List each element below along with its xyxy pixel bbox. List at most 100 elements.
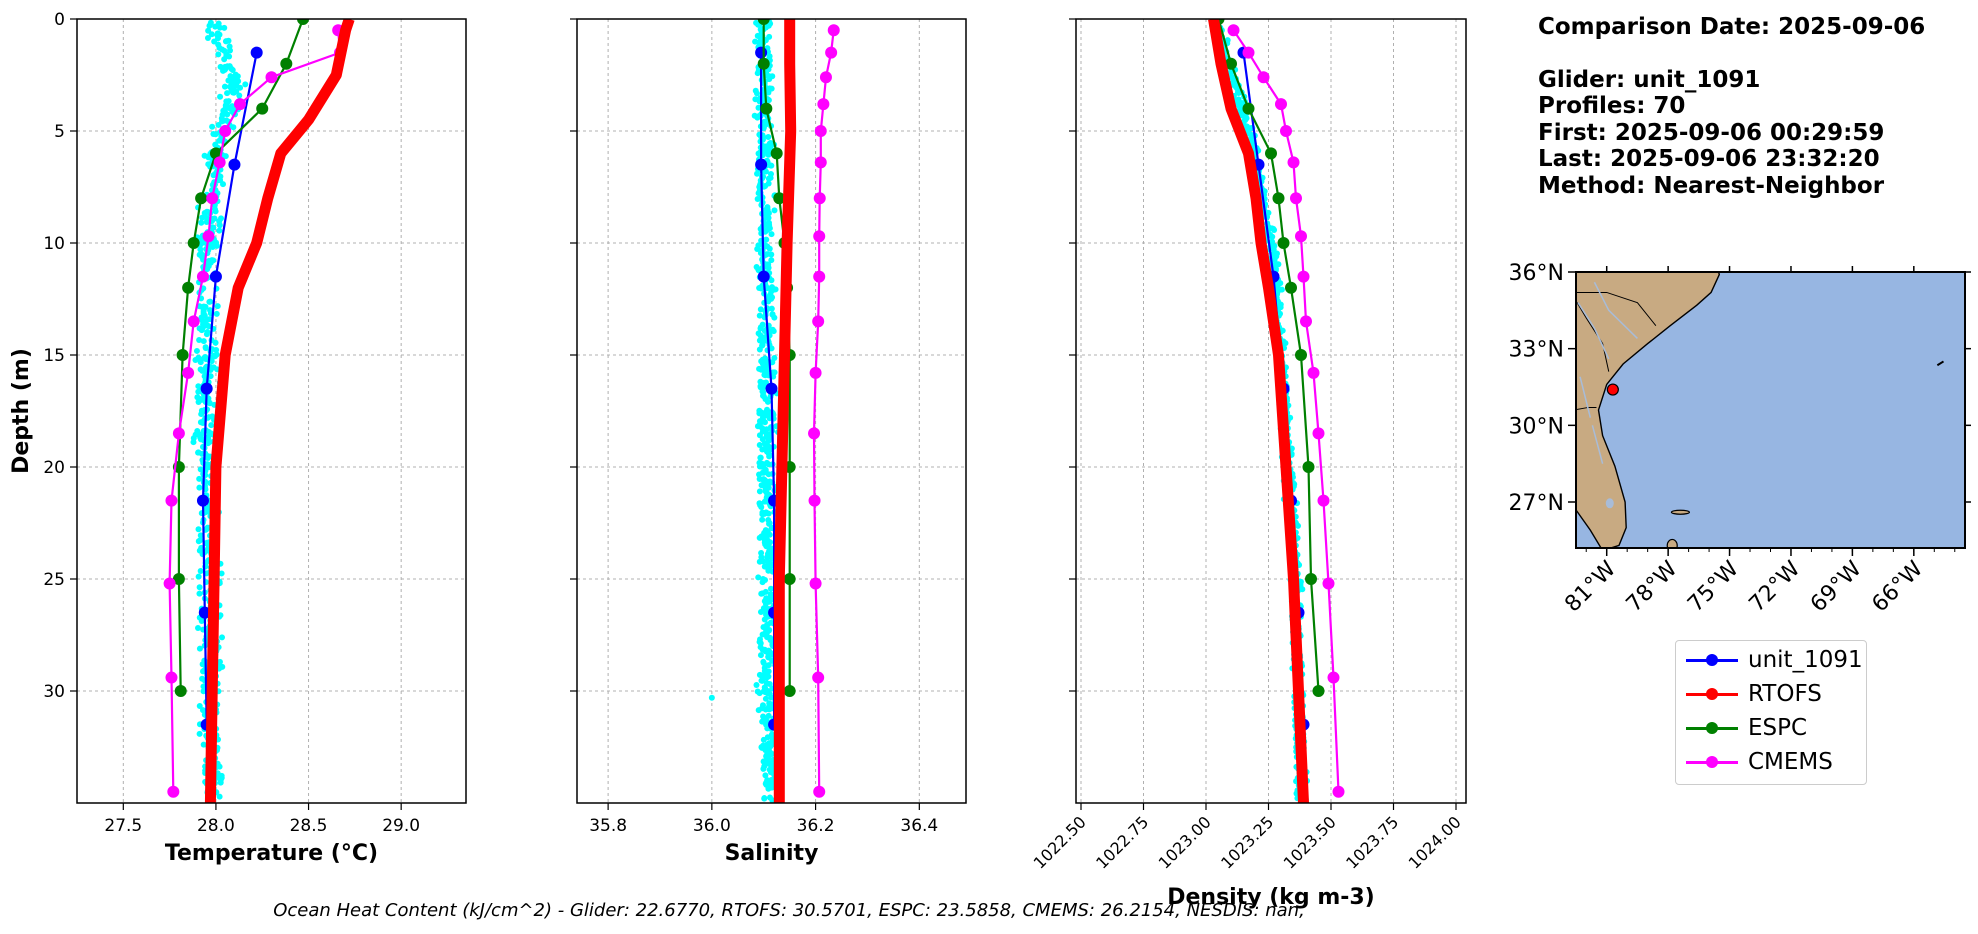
x-tick-label: 36.0 xyxy=(693,816,731,836)
series-point-cmems xyxy=(1300,315,1312,328)
glider-raw-point xyxy=(215,121,222,128)
glider-raw-point xyxy=(234,73,241,80)
glider-raw-point xyxy=(221,83,228,90)
glider-raw-point xyxy=(196,645,203,652)
glider-raw-point xyxy=(765,22,772,29)
glider-raw-point xyxy=(196,730,203,737)
glider-raw-point xyxy=(214,35,221,42)
series-point-espc xyxy=(1302,461,1315,473)
series-point-espc xyxy=(1225,57,1237,70)
x-axis-label: Density (kg m-3) xyxy=(1167,885,1375,910)
legend-marker xyxy=(1706,756,1718,768)
glider-raw-point xyxy=(200,318,207,325)
series-point-espc xyxy=(1295,349,1307,361)
series-point-cmems xyxy=(1287,156,1300,169)
land-southeast-us xyxy=(1576,272,1721,548)
series-point-espc xyxy=(296,19,309,25)
glider-raw-point xyxy=(210,172,217,179)
glider-raw-point xyxy=(766,520,773,527)
lon-tick-label: 72°W xyxy=(1745,556,1806,617)
glider-raw-point xyxy=(761,598,768,605)
glider-raw-point xyxy=(763,509,770,516)
plot-area xyxy=(163,19,355,803)
glider-raw-point xyxy=(213,351,220,358)
glider-raw-point xyxy=(762,669,769,676)
glider-raw-point xyxy=(206,400,213,407)
glider-raw-point xyxy=(765,134,772,141)
glider-raw-point xyxy=(762,772,769,779)
series-point-cmems xyxy=(265,71,278,84)
glider-raw-point xyxy=(216,227,223,234)
bahamas-island xyxy=(1666,538,1678,548)
glider-raw-point xyxy=(1269,238,1276,245)
glider-raw-point xyxy=(195,388,202,395)
glider-raw-point xyxy=(766,700,773,707)
x-tick-label: 29.0 xyxy=(382,816,420,836)
glider-raw-point xyxy=(759,342,766,349)
series-point-espc xyxy=(176,349,189,361)
legend-marker xyxy=(1706,722,1718,734)
series-point-cmems xyxy=(196,270,209,283)
glider-raw-point xyxy=(772,286,779,293)
temperature-panel: 0 5 10 15 20 25 30 27.5 28.0 28.5 29.0Temperature … xyxy=(9,10,467,866)
glider-raw-point xyxy=(209,123,216,130)
x-tick-label: 1023.75 xyxy=(1342,812,1402,872)
legend-entry-unit-1091: unit_1091 xyxy=(1676,643,1866,677)
glider-raw-point xyxy=(765,751,772,758)
glider-raw-point xyxy=(208,422,215,429)
glider-raw-point xyxy=(768,562,775,569)
x-tick-label: 28.0 xyxy=(197,816,235,836)
series-point-cmems xyxy=(206,192,219,205)
series-point-cmems xyxy=(1317,494,1330,507)
glider-raw-point xyxy=(199,661,206,668)
glider-raw-point xyxy=(757,608,764,615)
glider-raw-point xyxy=(215,41,222,48)
glider-raw-point xyxy=(762,467,769,474)
glider-raw-point xyxy=(196,703,203,710)
legend-label: unit_1091 xyxy=(1748,647,1863,673)
glider-raw-point xyxy=(1227,71,1234,78)
legend-marker xyxy=(1706,688,1718,700)
glider-raw-point xyxy=(203,540,210,547)
glider-raw-point xyxy=(197,466,204,473)
x-axis-label: Temperature (°C) xyxy=(165,841,378,866)
glider-raw-point xyxy=(221,66,228,73)
method: Method: Nearest-Neighbor xyxy=(1538,172,1885,199)
salinity-panel: 35.8 36.0 36.2 36.4 Salinity xyxy=(570,18,967,866)
series-point-espc xyxy=(209,147,222,160)
series-point-espc xyxy=(757,19,770,25)
glider-raw-point xyxy=(205,257,212,264)
last-time: Last: 2025-09-06 23:32:20 xyxy=(1538,146,1880,172)
glider-raw-point xyxy=(199,214,206,221)
glider-raw-point xyxy=(761,529,768,536)
series-point-unit_1091 xyxy=(250,46,263,59)
series-point-cmems xyxy=(172,427,185,440)
series-point-cmems xyxy=(813,192,826,205)
river xyxy=(1577,302,1610,360)
bahamas-island xyxy=(1703,550,1711,556)
series-point-cmems xyxy=(1312,427,1325,440)
glider-raw-point xyxy=(756,285,763,292)
x-tick-label: 1023.00 xyxy=(1155,812,1215,872)
glider-raw-point xyxy=(769,735,776,742)
glider-raw-point xyxy=(223,98,230,105)
series-point-unit_1091 xyxy=(755,46,768,59)
series-point-espc xyxy=(783,573,796,585)
series-point-espc xyxy=(760,102,773,115)
glider-raw-point xyxy=(766,245,773,252)
glider-raw-point xyxy=(767,539,774,546)
river xyxy=(1593,281,1638,339)
series-point-cmems xyxy=(165,494,178,507)
lon-tick-label: 69°W xyxy=(1806,556,1867,617)
glider-raw-point xyxy=(762,221,769,228)
glider-raw-point xyxy=(217,24,224,31)
glider-raw-point xyxy=(760,688,767,695)
y-tick-label: 20 xyxy=(43,458,65,478)
glider-raw-point xyxy=(760,417,767,424)
glider-raw-point xyxy=(765,436,772,443)
bahamas-island xyxy=(1670,509,1691,515)
glider-raw-point xyxy=(763,781,770,788)
glider-raw-point xyxy=(228,106,235,113)
legend: unit_1091 RTOFS ESPC CMEMS xyxy=(1675,640,1867,785)
glider-raw-point xyxy=(210,224,217,231)
